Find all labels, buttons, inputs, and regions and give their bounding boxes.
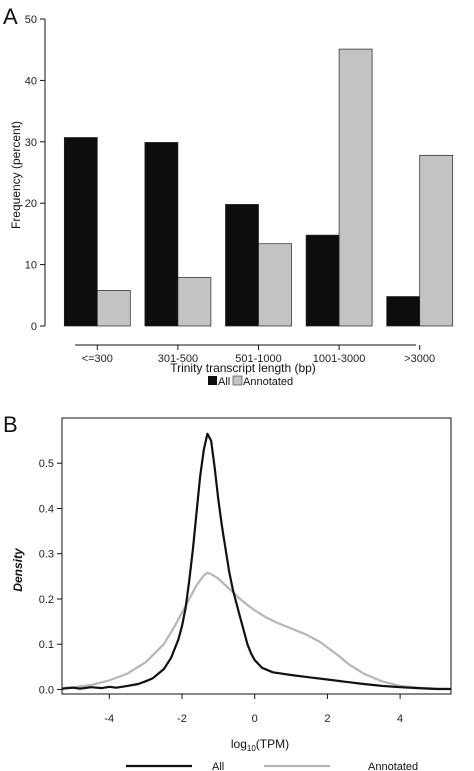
b-x-tick-label: 4 <box>397 713 403 725</box>
panel-b-x-axis-label: log10(TPM) <box>231 737 289 753</box>
b-y-tick-label: 0.1 <box>39 639 54 651</box>
bar-annotated-1 <box>177 277 212 327</box>
b-x-tick-label: 0 <box>252 713 258 725</box>
panel-a-y-axis-label: Frequency (percent) <box>9 121 23 229</box>
panel-b-legend: All Annotated <box>126 761 418 771</box>
panel-b-x-axis: -4 -2 0 2 4 <box>104 694 403 725</box>
legend-a-all-swatch <box>208 376 217 385</box>
panel-b-y-axis: 0.0 0.1 0.2 0.3 0.4 0.5 <box>39 458 62 696</box>
bar-all-3 <box>305 234 340 327</box>
legend-a-annotated-label: Annotated <box>243 376 293 388</box>
b-y-tick-label: 0.4 <box>39 503 54 515</box>
panel-a-legend: All Annotated <box>208 375 293 388</box>
a-x-tick-label: >3000 <box>404 353 435 365</box>
b-x-tick-label: -4 <box>104 713 114 725</box>
a-y-tick-label: 0 <box>31 321 37 333</box>
legend-a-all-label: All <box>218 376 230 388</box>
b-y-tick-label: 0.5 <box>39 458 54 470</box>
bar-all-4 <box>386 296 421 327</box>
b-x-tick-label: 2 <box>324 713 330 725</box>
bar-annotated-2 <box>258 243 292 327</box>
bar-all-1 <box>144 142 179 327</box>
b-y-tick-label: 0.2 <box>39 594 54 606</box>
panel-a-y-axis: 0 10 20 30 40 50 <box>25 14 46 333</box>
a-y-tick-label: 40 <box>25 75 37 87</box>
bar-annotated-0 <box>96 290 131 327</box>
legend-b-all-label: All <box>212 761 224 771</box>
panel-b: B Density 0.0 0.1 0.2 0.3 0.4 0.5 -4 -2 0 2 4 log… <box>3 412 452 771</box>
a-y-tick-label: 50 <box>25 14 37 26</box>
panel-a: A Frequency (percent) 0 10 20 30 40 50 <=300 3… <box>3 4 454 388</box>
panel-a-bars <box>63 48 454 327</box>
legend-a-annotated-swatch <box>232 375 243 386</box>
legend-b-annotated-label: Annotated <box>368 761 418 771</box>
panel-a-letter: A <box>3 4 18 29</box>
bar-all-0 <box>63 137 98 327</box>
panel-a-x-axis: <=300 301-500 501-1000 1001-3000 >3000 <box>75 344 435 365</box>
panel-b-lines <box>61 432 452 691</box>
bar-annotated-4 <box>419 154 454 327</box>
x-axis-label-rest: (TPM) <box>256 737 289 751</box>
bar-annotated-3 <box>338 48 373 327</box>
a-y-tick-label: 30 <box>25 137 37 149</box>
a-x-tick-label: <=300 <box>82 353 113 365</box>
panel-b-y-axis-label: Density <box>11 547 25 592</box>
panel-b-letter: B <box>3 412 18 437</box>
panel-a-x-axis-label: Trinity transcript length (bp) <box>170 361 316 375</box>
b-y-tick-label: 0.3 <box>39 549 54 561</box>
bar-all-2 <box>225 204 259 327</box>
b-y-tick-label: 0.0 <box>39 684 54 696</box>
panel-b-plot-frame <box>61 417 452 695</box>
a-y-tick-label: 20 <box>25 198 37 210</box>
a-x-tick-label: 301-500 <box>158 353 198 365</box>
a-y-tick-label: 10 <box>25 260 37 272</box>
a-x-tick-label: 501-1000 <box>235 353 282 365</box>
x-axis-label-sub: 10 <box>247 744 256 753</box>
density-line-annotated <box>61 571 452 691</box>
a-x-tick-label: 1001-3000 <box>313 353 366 365</box>
density-line-all <box>61 432 451 691</box>
x-axis-label-base: log <box>231 737 247 751</box>
b-x-tick-label: -2 <box>177 713 187 725</box>
